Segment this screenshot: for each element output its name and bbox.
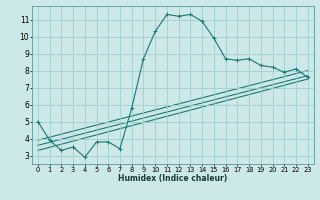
X-axis label: Humidex (Indice chaleur): Humidex (Indice chaleur) [118,174,228,183]
